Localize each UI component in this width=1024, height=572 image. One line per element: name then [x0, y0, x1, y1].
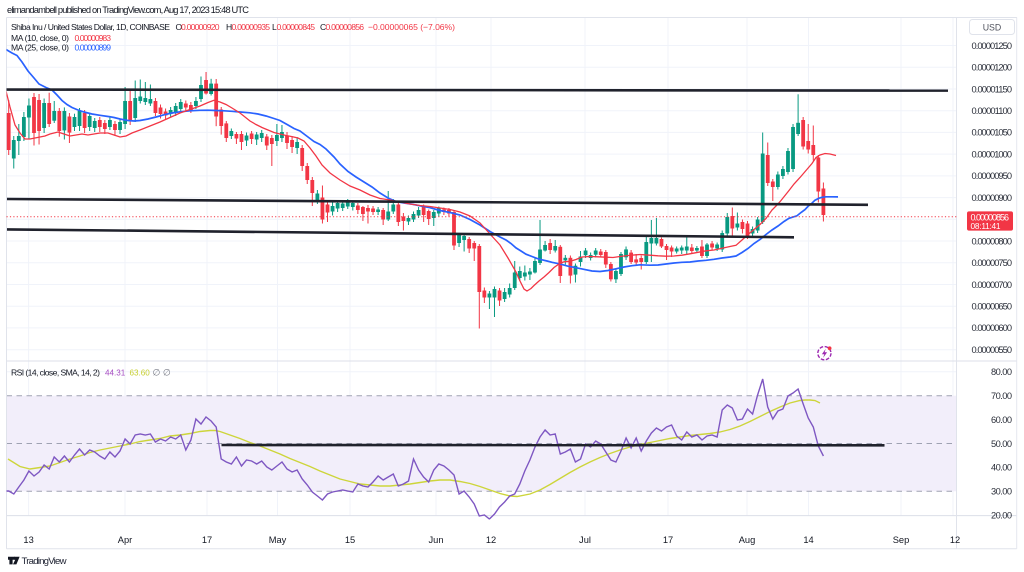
- svg-text:0.00000650: 0.00000650: [972, 302, 1013, 312]
- svg-text:Jun: Jun: [429, 535, 444, 545]
- svg-text:Aug: Aug: [739, 535, 756, 545]
- svg-text:60.00: 60.00: [991, 415, 1012, 425]
- svg-text:08:11:41: 08:11:41: [971, 221, 1001, 231]
- svg-text:MA (10, close, 0): MA (10, close, 0): [11, 33, 69, 43]
- svg-text:0.00001100: 0.00001100: [972, 106, 1013, 116]
- svg-text:Sep: Sep: [893, 535, 910, 545]
- svg-text:0.00000900: 0.00000900: [972, 193, 1013, 203]
- svg-text:30.00: 30.00: [991, 487, 1012, 497]
- svg-text:TradingView: TradingView: [22, 556, 67, 567]
- svg-text:O: O: [176, 22, 183, 32]
- svg-text:17: 17: [663, 535, 673, 545]
- svg-text:0.00000600: 0.00000600: [972, 323, 1013, 333]
- svg-text:H: H: [226, 22, 232, 32]
- svg-text:elimandambell published on Tra: elimandambell published on TradingView.c…: [7, 5, 249, 15]
- svg-text:Apr: Apr: [118, 535, 132, 545]
- svg-text:14: 14: [803, 535, 813, 545]
- svg-text:∅ ∅: ∅ ∅: [153, 367, 171, 377]
- svg-text:RSI (14, close, SMA, 14, 2): RSI (14, close, SMA, 14, 2): [11, 367, 100, 377]
- svg-text:15: 15: [345, 535, 355, 545]
- svg-text:40.00: 40.00: [991, 463, 1012, 473]
- svg-text:0.00000920: 0.00000920: [181, 22, 220, 32]
- svg-text:70.00: 70.00: [991, 391, 1012, 401]
- svg-text:Shiba Inu / United States Doll: Shiba Inu / United States Dollar, 1D, CO…: [11, 22, 170, 32]
- svg-text:0.00001250: 0.00001250: [972, 41, 1013, 51]
- svg-text:12: 12: [486, 535, 496, 545]
- svg-text:0.00000750: 0.00000750: [972, 258, 1013, 268]
- svg-text:80.00: 80.00: [991, 367, 1012, 377]
- svg-text:MA (25, close, 0): MA (25, close, 0): [11, 43, 69, 53]
- svg-text:0.00001200: 0.00001200: [972, 63, 1013, 73]
- svg-text:0.00001050: 0.00001050: [972, 128, 1013, 138]
- svg-text:12: 12: [950, 535, 960, 545]
- svg-text:50.00: 50.00: [991, 439, 1012, 449]
- svg-text:0.00000950: 0.00000950: [972, 171, 1013, 181]
- svg-text:USD: USD: [983, 22, 1002, 32]
- svg-text:0.00000935: 0.00000935: [232, 22, 271, 32]
- svg-text:0.00000845: 0.00000845: [277, 22, 316, 32]
- svg-text:0.00000550: 0.00000550: [972, 345, 1013, 355]
- svg-text:0.00000899: 0.00000899: [75, 43, 112, 53]
- svg-text:17: 17: [202, 535, 212, 545]
- svg-text:0.00000983: 0.00000983: [75, 33, 112, 43]
- svg-text:L: L: [272, 22, 277, 32]
- svg-text:May: May: [269, 535, 287, 545]
- svg-text:C: C: [320, 22, 326, 32]
- svg-text:−0.00000065 (−7.06%): −0.00000065 (−7.06%): [368, 22, 455, 32]
- svg-text:44.31: 44.31: [105, 368, 126, 377]
- svg-text:20.00: 20.00: [991, 511, 1012, 521]
- svg-text:0.00000856: 0.00000856: [326, 22, 365, 32]
- svg-text:0.00000700: 0.00000700: [972, 280, 1013, 290]
- svg-text:13: 13: [23, 535, 33, 545]
- svg-text:63.60: 63.60: [130, 368, 151, 377]
- svg-text:0.00001000: 0.00001000: [972, 149, 1013, 159]
- svg-text:0.00000800: 0.00000800: [972, 236, 1013, 246]
- svg-text:Jul: Jul: [579, 535, 591, 545]
- svg-text:0.00000856: 0.00000856: [971, 213, 1010, 223]
- svg-text:0.00001150: 0.00001150: [972, 84, 1013, 94]
